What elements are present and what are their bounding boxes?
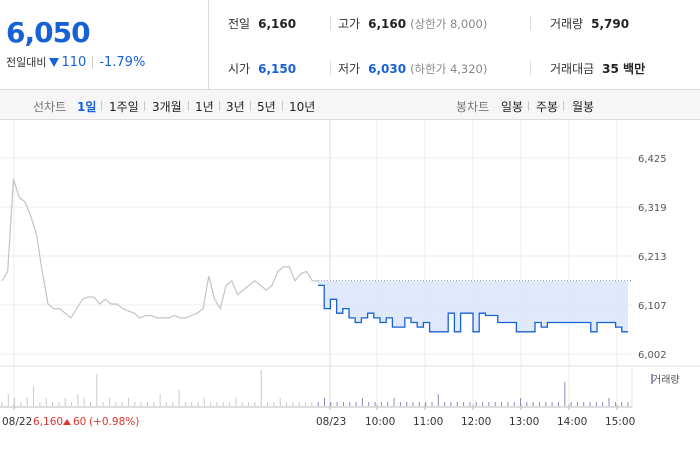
chart-labels: 거래량 6,160 60 (+0.98%) 6,425 6,319 6,213 6,1…	[2, 154, 680, 428]
chart-svg: 거래량 6,160 60 (+0.98%) 6,425 6,319 6,213 6,1…	[0, 120, 700, 428]
stat-label: 저가	[338, 62, 361, 76]
divider	[330, 16, 331, 30]
volume-legend-swatch	[651, 374, 653, 384]
x-tick-label: 08/23	[316, 416, 346, 428]
price-chart[interactable]: 거래량 6,160 60 (+0.98%) 6,425 6,319 6,213 6,1…	[0, 120, 700, 450]
change-label: 전일대비	[6, 56, 47, 69]
divider	[92, 55, 94, 69]
tab-monthly-candle[interactable]: 월봉	[572, 100, 595, 114]
stat-label: 전일	[228, 17, 251, 31]
line-chart-label: 선차트	[33, 100, 67, 114]
divider	[188, 101, 189, 111]
x-tick-label: 13:00	[509, 416, 539, 428]
y-tick-label: 6,213	[638, 252, 667, 263]
y-tick-label: 6,002	[638, 350, 667, 361]
current-price: 6,050	[6, 16, 91, 49]
stat-value: 6,160	[368, 17, 407, 31]
change-value: 110	[61, 54, 87, 70]
stat-volume: 거래량 5,790	[550, 15, 629, 32]
today-price-line	[318, 284, 628, 333]
x-tick-label: 11:00	[413, 416, 443, 428]
x-tick-label: 08/22	[2, 416, 32, 428]
y-tick-label: 6,319	[638, 203, 667, 214]
stat-trade-value: 거래대금 35 백만	[550, 60, 645, 77]
prev-day-line	[1, 178, 318, 319]
divider	[530, 61, 531, 75]
quote-summary: 6,050 전일대비 110 -1.79% 전일 6,160 시가 6,150 …	[0, 0, 700, 90]
divider	[101, 101, 102, 111]
upper-limit: (상한가 8,000)	[410, 17, 488, 31]
divider	[528, 101, 529, 111]
x-tick-label: 12:00	[461, 416, 491, 428]
divider	[219, 101, 220, 111]
change-row: 전일대비 110 -1.79%	[6, 54, 145, 70]
stat-value: 6,030	[368, 62, 407, 76]
stat-high: 고가 6,160 (상한가 8,000)	[338, 15, 487, 32]
candle-chart-label: 봉차트	[456, 100, 490, 114]
prev-day-change: 60	[73, 416, 86, 428]
tab-1y[interactable]: 1년	[195, 100, 214, 114]
today-fill-area	[318, 280, 628, 332]
tab-daily-candle[interactable]: 일봉	[501, 100, 524, 114]
x-tick-label: 10:00	[365, 416, 395, 428]
stat-open: 시가 6,150	[228, 60, 296, 77]
x-tick-label: 15:00	[605, 416, 635, 428]
divider	[563, 101, 564, 111]
tab-1w[interactable]: 1주일	[109, 100, 139, 114]
divider	[282, 101, 283, 111]
x-tick-label: 14:00	[557, 416, 587, 428]
change-percent: -1.79%	[99, 54, 146, 70]
tab-10y[interactable]: 10년	[289, 100, 316, 114]
stat-label: 거래량	[550, 17, 584, 31]
divider	[530, 16, 531, 30]
prev-day-price: 6,160	[33, 416, 63, 428]
tab-3m[interactable]: 3개월	[152, 100, 182, 114]
stat-label: 거래대금	[550, 62, 595, 76]
lower-limit: (하한가 4,320)	[410, 62, 488, 76]
tab-weekly-candle[interactable]: 주봉	[536, 100, 559, 114]
price-box: 6,050 전일대비 110 -1.79%	[0, 0, 209, 90]
stat-value: 6,160	[258, 17, 297, 31]
divider	[330, 61, 331, 75]
stat-label: 고가	[338, 17, 361, 31]
up-arrow-icon	[63, 419, 71, 425]
tab-1d[interactable]: 1일	[77, 100, 97, 114]
y-tick-label: 6,107	[638, 301, 667, 312]
volume-legend-label: 거래량	[652, 374, 680, 386]
price-lines	[1, 178, 632, 333]
y-tick-label: 6,425	[638, 154, 667, 165]
tab-3y[interactable]: 3년	[226, 100, 245, 114]
stat-prev-close: 전일 6,160	[228, 15, 296, 32]
chart-grid	[0, 120, 700, 410]
divider	[144, 101, 145, 111]
tab-5y[interactable]: 5년	[257, 100, 276, 114]
stat-low: 저가 6,030 (하한가 4,320)	[338, 60, 487, 77]
down-arrow-icon	[49, 57, 60, 67]
divider	[250, 101, 251, 111]
chart-tab-bar: 선차트 1일 1주일 3개월 1년 3년 5년 10년 봉차트 일봉 주봉 월봉	[0, 90, 700, 120]
prev-day-change-pct: (+0.98%)	[89, 416, 139, 428]
stat-value: 35 백만	[602, 62, 646, 76]
stat-value: 6,150	[258, 62, 297, 76]
stat-value: 5,790	[591, 17, 630, 31]
volume-bars	[1, 370, 629, 406]
stat-label: 시가	[228, 62, 251, 76]
